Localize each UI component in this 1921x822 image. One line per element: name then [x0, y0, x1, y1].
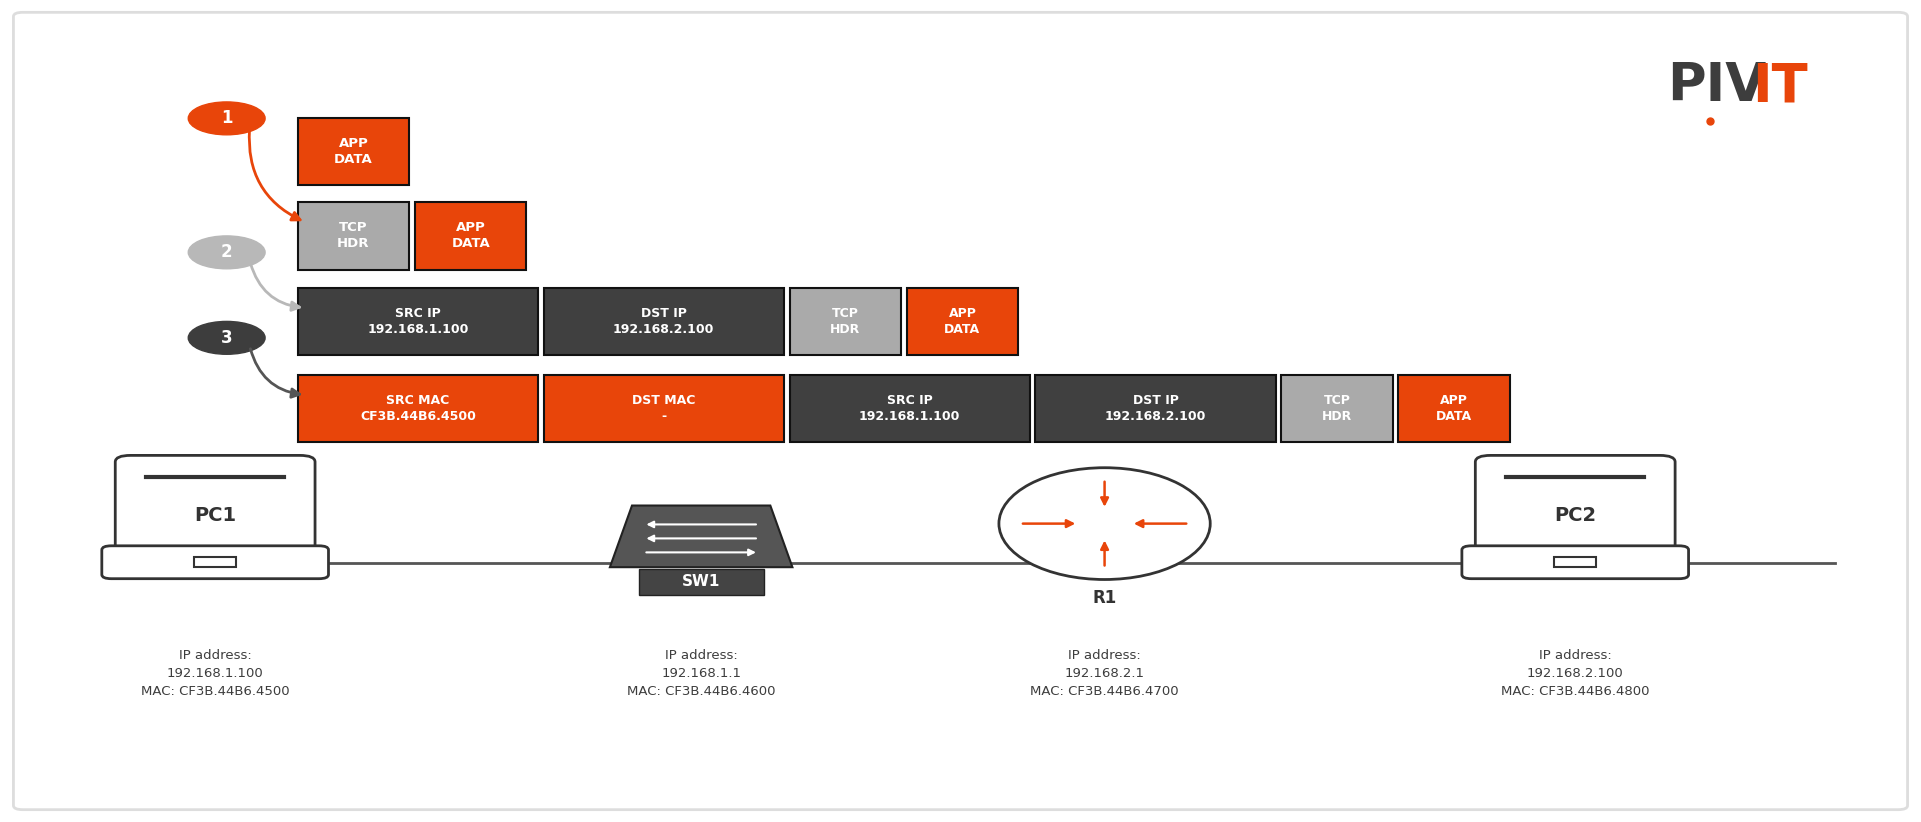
Text: APP
DATA: APP DATA [334, 136, 373, 166]
Ellipse shape [999, 468, 1210, 580]
Text: APP
DATA: APP DATA [451, 221, 490, 251]
FancyBboxPatch shape [13, 12, 1908, 810]
Bar [298, 202, 409, 270]
Text: SW1: SW1 [682, 575, 720, 589]
Bar [415, 202, 526, 270]
Text: IP address:
192.168.2.100
MAC: CF3B.44B6.4800: IP address: 192.168.2.100 MAC: CF3B.44B6… [1500, 649, 1650, 699]
Text: DST MAC
-: DST MAC - [632, 394, 695, 423]
FancyBboxPatch shape [1475, 455, 1675, 563]
Text: DST IP
192.168.2.100: DST IP 192.168.2.100 [613, 307, 715, 336]
Bar [544, 375, 784, 442]
Text: PC2: PC2 [1554, 506, 1596, 525]
Bar [298, 375, 538, 442]
Polygon shape [611, 506, 791, 567]
Bar [1035, 375, 1276, 442]
Text: TCP
HDR: TCP HDR [1322, 394, 1352, 423]
Bar [638, 569, 765, 595]
Bar [544, 288, 784, 355]
Bar [907, 288, 1018, 355]
FancyBboxPatch shape [102, 546, 328, 579]
Bar [194, 557, 236, 567]
Text: DST IP
192.168.2.100: DST IP 192.168.2.100 [1105, 394, 1206, 423]
Bar [298, 288, 538, 355]
Circle shape [188, 321, 265, 354]
Text: IT: IT [1752, 60, 1808, 113]
Text: 2: 2 [221, 243, 232, 261]
Text: APP
DATA: APP DATA [1437, 394, 1471, 423]
Circle shape [188, 236, 265, 269]
Text: SRC IP
192.168.1.100: SRC IP 192.168.1.100 [367, 307, 469, 336]
Bar [298, 118, 409, 185]
FancyBboxPatch shape [1462, 546, 1689, 579]
Text: IP address:
192.168.1.100
MAC: CF3B.44B6.4500: IP address: 192.168.1.100 MAC: CF3B.44B6… [140, 649, 290, 699]
Text: 1: 1 [221, 109, 232, 127]
Text: SRC MAC
CF3B.44B6.4500: SRC MAC CF3B.44B6.4500 [359, 394, 476, 423]
Text: TCP
HDR: TCP HDR [830, 307, 861, 336]
Bar [1554, 557, 1596, 567]
Bar [1398, 375, 1510, 442]
Text: IP address:
192.168.1.1
MAC: CF3B.44B6.4600: IP address: 192.168.1.1 MAC: CF3B.44B6.4… [626, 649, 776, 699]
Text: 3: 3 [221, 329, 232, 347]
Text: SRC IP
192.168.1.100: SRC IP 192.168.1.100 [859, 394, 960, 423]
Circle shape [188, 102, 265, 135]
Text: IP address:
192.168.2.1
MAC: CF3B.44B6.4700: IP address: 192.168.2.1 MAC: CF3B.44B6.4… [1030, 649, 1179, 699]
Text: TCP
HDR: TCP HDR [338, 221, 369, 251]
Text: PIV: PIV [1667, 60, 1767, 113]
Bar [790, 288, 901, 355]
Text: PC1: PC1 [194, 506, 236, 525]
Text: APP
DATA: APP DATA [945, 307, 980, 336]
Text: R1: R1 [1093, 589, 1116, 607]
Bar [1281, 375, 1393, 442]
FancyBboxPatch shape [115, 455, 315, 563]
Bar [790, 375, 1030, 442]
